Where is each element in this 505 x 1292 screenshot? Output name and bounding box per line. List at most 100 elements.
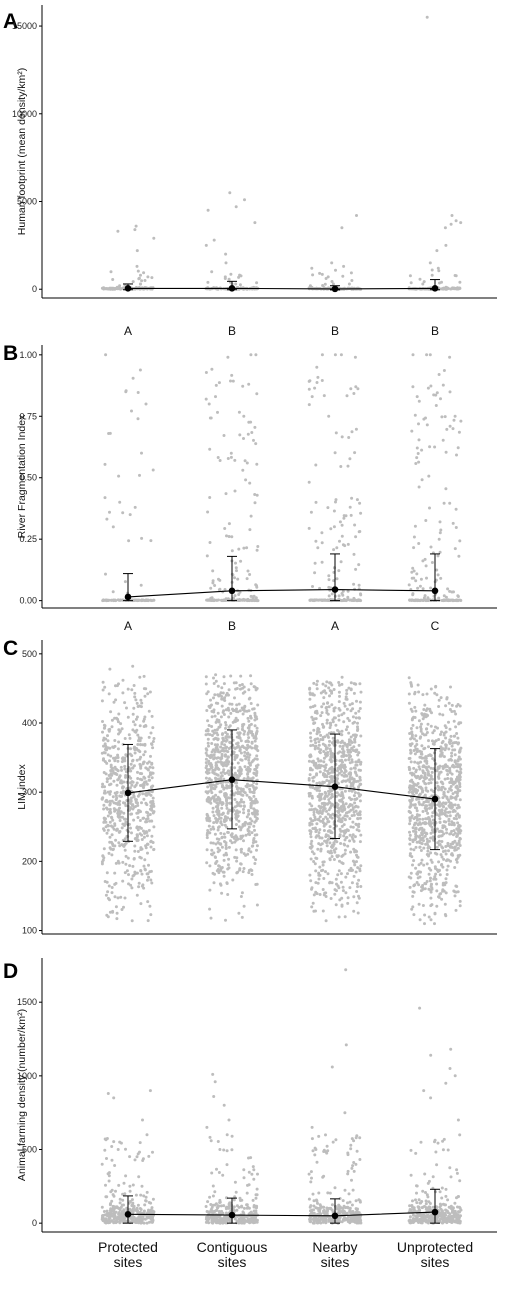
data-point: [221, 870, 225, 874]
data-point: [418, 599, 422, 603]
data-point: [411, 780, 415, 784]
data-point: [253, 493, 257, 496]
data-point: [249, 714, 252, 718]
data-point: [238, 800, 242, 804]
data-point: [323, 839, 327, 843]
data-point: [129, 806, 132, 810]
data-point: [433, 912, 437, 916]
data-point: [419, 849, 423, 852]
data-point: [234, 282, 238, 286]
data-point: [443, 902, 447, 906]
data-point: [452, 741, 456, 745]
data-point: [234, 823, 238, 826]
data-point: [410, 731, 414, 735]
data-point: [428, 803, 432, 807]
data-point: [411, 894, 415, 898]
data-point: [313, 815, 317, 819]
data-point: [237, 819, 241, 823]
data-point: [436, 266, 440, 270]
data-point: [121, 511, 125, 515]
data-point: [450, 820, 454, 824]
data-point: [124, 841, 128, 845]
data-point: [317, 804, 321, 808]
data-point: [140, 801, 143, 805]
data-point: [105, 777, 109, 781]
data-point: [228, 740, 232, 744]
data-point: [131, 766, 135, 770]
data-point: [328, 790, 332, 794]
data-point: [148, 771, 152, 775]
data-point: [220, 806, 224, 810]
data-point: [439, 397, 442, 401]
data-point: [310, 839, 314, 843]
data-point: [108, 759, 111, 763]
data-point: [415, 572, 419, 576]
data-point: [113, 791, 117, 795]
data-point: [233, 576, 236, 580]
data-point: [251, 733, 255, 737]
data-point: [332, 579, 336, 583]
data-point: [450, 214, 454, 217]
data-point: [142, 835, 146, 839]
data-point: [320, 802, 324, 805]
data-point: [324, 277, 328, 280]
data-point: [102, 827, 105, 831]
data-point: [354, 870, 358, 874]
data-point: [216, 846, 220, 850]
data-point: [422, 779, 426, 783]
data-point: [317, 598, 321, 602]
data-point: [320, 541, 324, 545]
data-point: [225, 771, 229, 775]
data-point: [444, 450, 448, 454]
data-point: [357, 563, 361, 567]
data-point: [438, 820, 442, 824]
data-point: [341, 747, 345, 751]
data-point: [106, 896, 110, 900]
data-point: [338, 539, 341, 543]
data-point: [250, 831, 254, 835]
data-point: [115, 796, 119, 800]
data-point: [456, 828, 460, 832]
data-point: [147, 735, 151, 739]
data-point: [349, 709, 353, 713]
data-point: [110, 1199, 114, 1203]
data-point: [212, 827, 216, 831]
data-point: [428, 261, 432, 265]
data-point: [414, 866, 418, 870]
data-point: [227, 277, 231, 281]
data-point: [426, 789, 430, 793]
data-point: [429, 724, 433, 728]
data-point: [226, 457, 230, 460]
data-point: [109, 287, 113, 291]
data-point: [329, 586, 333, 590]
data-point: [313, 738, 317, 742]
data-point: [205, 861, 209, 865]
data-point: [233, 766, 237, 770]
data-point: [209, 704, 213, 708]
data-point: [129, 747, 133, 751]
data-point: [253, 772, 256, 776]
data-point: [334, 500, 337, 504]
data-point: [139, 736, 143, 740]
data-point: [340, 896, 344, 900]
data-point: [119, 779, 123, 783]
data-point: [416, 683, 420, 687]
data-point: [325, 779, 329, 782]
data-point: [450, 744, 454, 748]
data-point: [139, 848, 143, 851]
data-point: [345, 784, 349, 788]
data-point: [314, 869, 318, 873]
data-point: [139, 810, 142, 814]
data-point: [205, 554, 209, 558]
data-point: [321, 682, 325, 686]
data-point: [142, 864, 146, 868]
data-point: [255, 903, 259, 907]
data-point: [353, 835, 357, 839]
data-point: [340, 682, 344, 686]
data-point: [149, 731, 153, 735]
data-point: [411, 890, 415, 894]
data-point: [139, 902, 143, 906]
data-point: [444, 746, 448, 750]
data-point: [231, 379, 235, 383]
